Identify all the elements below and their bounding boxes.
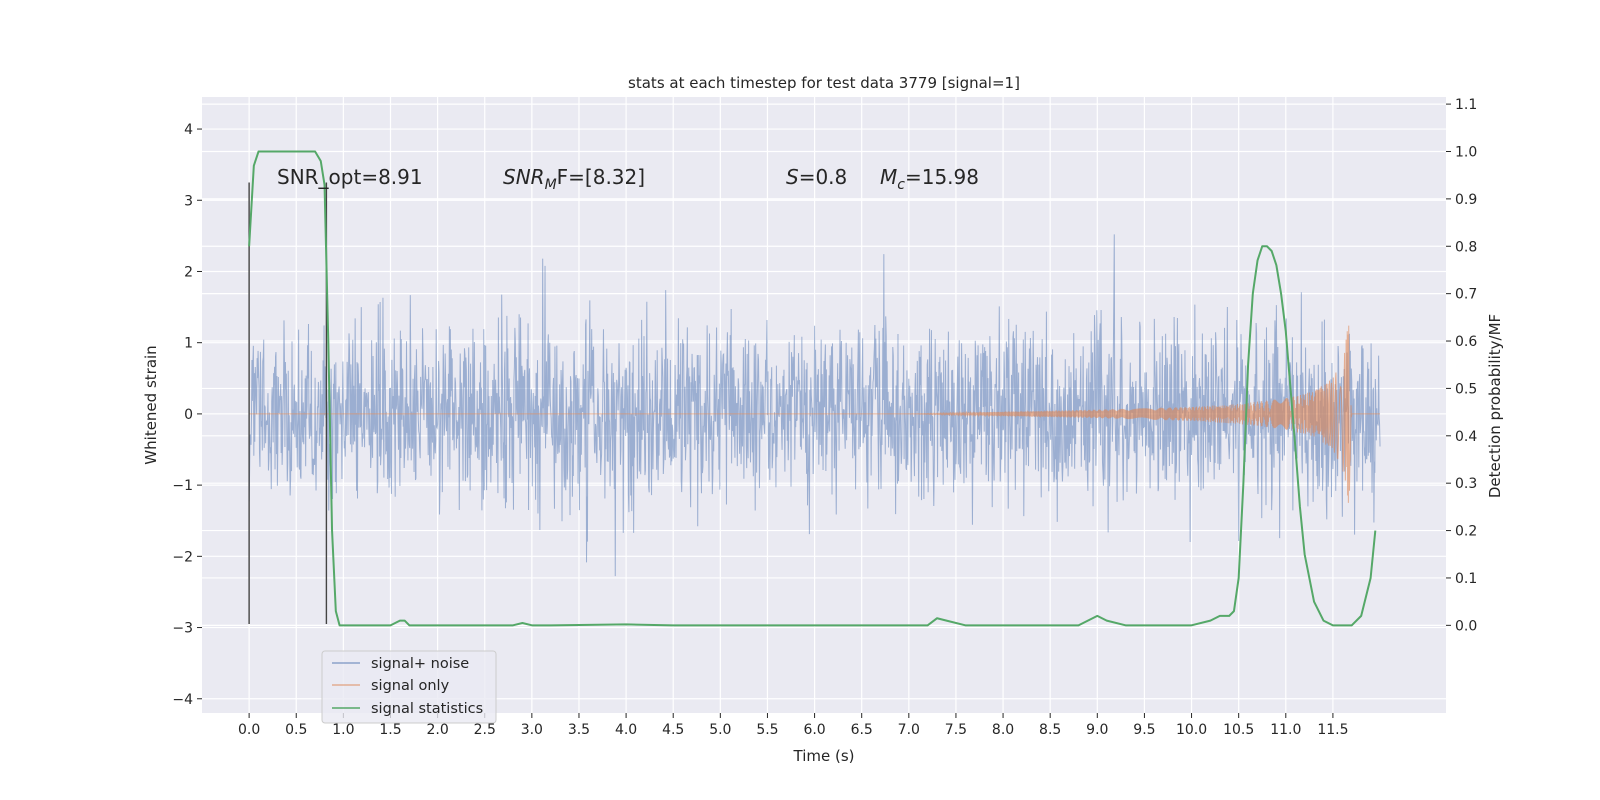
annotation-s-symbol: S [786, 165, 799, 189]
x-tick-label: 4.0 [615, 722, 637, 738]
y-right-tick-label: 0.3 [1455, 476, 1477, 492]
legend-label-signal-statistics: signal statistics [371, 701, 483, 717]
x-tick-label: 2.0 [426, 722, 448, 738]
x-tick-label: 1.0 [332, 722, 354, 738]
y-right-tick-label: 0.9 [1455, 192, 1477, 208]
y-tick-label: −4 [172, 692, 193, 708]
legend: signal+ noise signal only signal statist… [322, 651, 496, 723]
x-tick-label: 6.0 [803, 722, 825, 738]
x-tick-label: 5.0 [709, 722, 731, 738]
legend-label-signal-noise: signal+ noise [371, 656, 469, 672]
x-tick-label: 6.5 [851, 722, 873, 738]
y-right-tick-label: 0.0 [1455, 618, 1477, 634]
x-axis-label: Time (s) [793, 747, 855, 765]
y-tick-label: −3 [172, 621, 193, 637]
y-tick-label: 0 [184, 407, 193, 423]
annotation-s: S=0.8 [786, 165, 847, 189]
y-axis-right-label: Detection probability/MF [1486, 314, 1504, 498]
y-tick-label: 3 [184, 193, 193, 209]
y-axis-ticks: −4 −3 −2 −1 0 1 2 3 4 [172, 122, 202, 708]
y-tick-label: 1 [184, 336, 193, 352]
annotation-snr-opt: SNR_opt=8.91 [277, 165, 423, 189]
y-right-tick-label: 1.1 [1455, 97, 1477, 113]
annotation-snr-mf-value: F=[8.32] [557, 165, 645, 189]
x-tick-label: 8.5 [1039, 722, 1061, 738]
annotation-s-value: =0.8 [799, 165, 848, 189]
x-tick-label: 0.0 [238, 722, 260, 738]
x-tick-label: 11.0 [1270, 722, 1301, 738]
y-right-tick-label: 0.2 [1455, 524, 1477, 540]
annotation-snr-mf-symbol: SNR [503, 165, 545, 189]
annotation-snr-mf-subscript: M [545, 177, 557, 193]
chart-title: stats at each timestep for test data 377… [628, 74, 1020, 92]
x-tick-label: 4.5 [662, 722, 684, 738]
annotation-mc-value: =15.98 [905, 165, 979, 189]
y-tick-label: 4 [184, 122, 193, 138]
x-tick-label: 9.0 [1086, 722, 1108, 738]
x-tick-label: 10.5 [1223, 722, 1254, 738]
x-tick-label: 11.5 [1317, 722, 1348, 738]
y-axis-label: Whitened strain [142, 345, 160, 464]
y-right-tick-label: 1.0 [1455, 144, 1477, 160]
y-right-tick-label: 0.5 [1455, 381, 1477, 397]
x-tick-label: 2.5 [474, 722, 496, 738]
x-tick-label: 3.5 [568, 722, 590, 738]
x-tick-label: 8.0 [992, 722, 1014, 738]
x-tick-label: 10.0 [1176, 722, 1207, 738]
annotation-snr-mf: SNRMF=[8.32] [503, 165, 645, 193]
y-right-tick-label: 0.4 [1455, 429, 1477, 445]
y-tick-label: −2 [172, 549, 193, 565]
y-axis-right-ticks: 0.0 0.1 0.2 0.3 0.4 0.5 0.6 0.7 0.8 0.9 1.0 1.1 [1446, 97, 1477, 634]
annotation-mc: Mc=15.98 [880, 165, 979, 193]
y-tick-label: 2 [184, 264, 193, 280]
x-tick-label: 7.5 [945, 722, 967, 738]
y-right-tick-label: 0.7 [1455, 287, 1477, 303]
x-tick-label: 9.5 [1133, 722, 1155, 738]
y-right-tick-label: 0.6 [1455, 334, 1477, 350]
x-tick-label: 1.5 [379, 722, 401, 738]
y-right-tick-label: 0.8 [1455, 239, 1477, 255]
legend-label-signal-only: signal only [371, 678, 450, 694]
x-tick-label: 5.5 [756, 722, 778, 738]
annotation-mc-symbol: M [880, 165, 897, 189]
x-tick-label: 0.5 [285, 722, 307, 738]
y-tick-label: −1 [172, 478, 193, 494]
x-tick-label: 7.0 [898, 722, 920, 738]
y-right-tick-label: 0.1 [1455, 571, 1477, 587]
x-tick-label: 3.0 [521, 722, 543, 738]
